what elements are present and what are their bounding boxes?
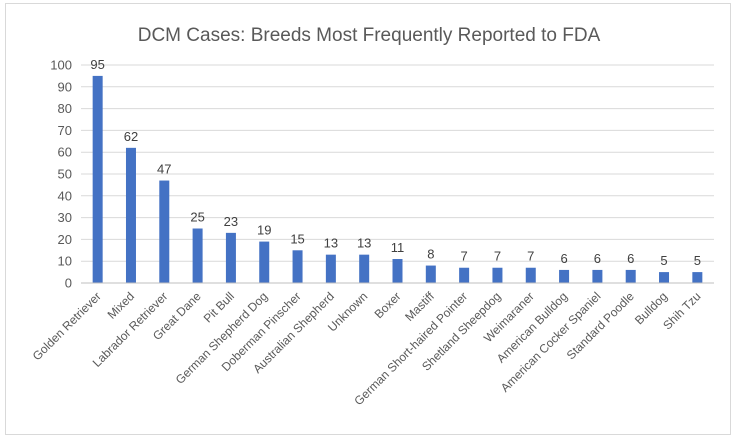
y-tick-label: 80 xyxy=(58,101,72,116)
bar xyxy=(159,180,170,283)
bar xyxy=(692,272,703,283)
data-label: 13 xyxy=(324,236,338,251)
bars xyxy=(92,75,703,284)
data-label: 13 xyxy=(357,236,371,251)
y-tick-label: 70 xyxy=(58,123,72,138)
bar xyxy=(492,267,503,283)
bar xyxy=(525,267,536,283)
y-tick-label: 0 xyxy=(65,276,72,291)
bar xyxy=(259,241,270,283)
y-axis-ticks: 0 10 20 30 40 50 60 70 80 90 100 xyxy=(50,58,72,291)
bar xyxy=(592,269,603,283)
data-label: 7 xyxy=(461,249,468,264)
data-label: 25 xyxy=(190,210,204,225)
data-label: 95 xyxy=(90,57,104,72)
gridlines xyxy=(81,64,714,262)
chart-frame: DCM Cases: Breeds Most Frequently Report… xyxy=(5,3,731,435)
bar xyxy=(559,269,570,283)
y-tick-label: 90 xyxy=(58,79,72,94)
data-label: 5 xyxy=(694,253,701,268)
bar-chart: DCM Cases: Breeds Most Frequently Report… xyxy=(30,25,714,408)
bar xyxy=(292,250,303,283)
bar xyxy=(192,228,203,283)
bar xyxy=(659,272,670,283)
chart-title: DCM Cases: Breeds Most Frequently Report… xyxy=(138,25,601,46)
bar xyxy=(625,269,636,283)
x-tick-label: Golden Retriever xyxy=(30,289,104,363)
bar xyxy=(92,75,103,284)
bar xyxy=(225,232,236,283)
bar xyxy=(359,254,370,283)
data-label: 62 xyxy=(124,129,138,144)
data-label: 47 xyxy=(157,162,171,177)
data-label: 7 xyxy=(527,249,534,264)
data-label: 6 xyxy=(594,251,601,266)
y-tick-label: 20 xyxy=(58,232,72,247)
data-label: 8 xyxy=(427,247,434,262)
bar xyxy=(392,259,403,283)
data-label: 5 xyxy=(660,253,667,268)
y-tick-label: 30 xyxy=(58,210,72,225)
x-tick-label: Boxer xyxy=(372,289,404,321)
data-label: 7 xyxy=(494,249,501,264)
bar xyxy=(325,254,336,283)
bar xyxy=(425,265,436,283)
data-label: 6 xyxy=(560,251,567,266)
y-tick-label: 10 xyxy=(58,254,72,269)
data-label: 23 xyxy=(224,214,238,229)
data-labels: 95 62 47 25 23 19 15 13 13 11 8 7 7 7 6 6 6 5 5 xyxy=(90,57,701,268)
data-label: 11 xyxy=(391,240,405,255)
bar xyxy=(125,147,136,283)
y-tick-label: 100 xyxy=(50,58,72,73)
y-tick-label: 40 xyxy=(58,188,72,203)
data-label: 6 xyxy=(627,251,634,266)
y-tick-label: 60 xyxy=(58,145,72,160)
data-label: 15 xyxy=(290,231,304,246)
y-tick-label: 50 xyxy=(58,167,72,182)
data-label: 19 xyxy=(257,223,271,238)
bar xyxy=(459,267,470,283)
